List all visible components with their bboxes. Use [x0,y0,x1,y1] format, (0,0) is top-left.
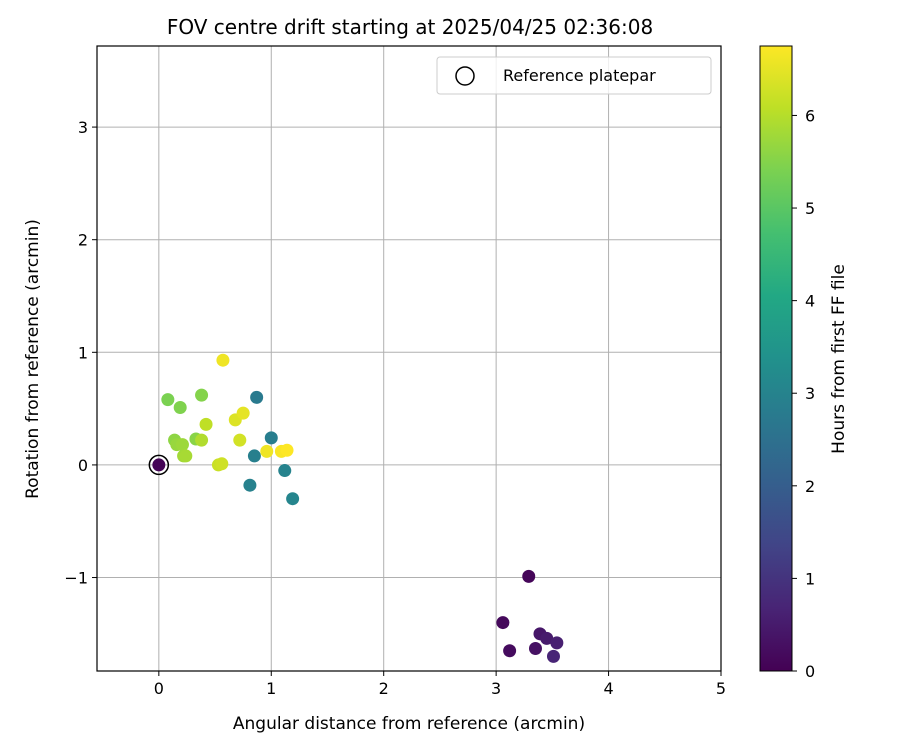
data-point-11 [247,449,261,463]
data-point-4 [528,641,542,655]
x-tick-label-2: 2 [379,679,389,698]
colorbar-tick-label-6: 6 [805,106,815,125]
data-point-14 [286,492,300,506]
x-tick-label-4: 4 [603,679,613,698]
data-point-23 [179,449,193,463]
data-point-32 [260,444,274,458]
data-point-31 [216,353,230,367]
legend-box [436,56,712,95]
y-tick-label-0: −1 [64,569,88,588]
data-point-10 [264,431,278,445]
data-point-12 [243,478,257,492]
colorbar-tick-label-3: 3 [805,384,815,403]
data-point-27 [215,457,229,471]
data-point-8 [546,649,560,663]
data-point-28 [233,433,247,447]
legend-entry-reference: Reference platepar [503,66,656,85]
x-tick-label-0: 0 [154,679,164,698]
y-axis-label: Rotation from reference (arcmin) [23,219,43,499]
y-tick-label-2: 1 [78,343,88,362]
x-axis-ticks: 0 1 2 3 4 5 [154,671,726,698]
legend: Reference platepar [436,56,712,95]
data-point-1 [522,569,536,583]
y-axis-ticks: −1 0 1 2 3 [64,118,97,588]
data-point-34 [280,443,294,457]
colorbar-tick-label-2: 2 [805,477,815,496]
colorbar-tick-label-4: 4 [805,292,815,311]
colorbar-tick-label-0: 0 [805,662,815,681]
data-point-3 [503,644,517,658]
plot-frame [96,45,722,672]
data-point-15 [161,393,175,407]
x-tick-label-5: 5 [716,679,726,698]
reference-platepar-marker [148,454,170,476]
data-point-25 [199,417,213,431]
data-point-30 [236,406,250,420]
data-point-16 [173,400,187,414]
legend-reference-symbol [455,66,475,86]
plot-area: 0 1 2 3 4 5 −1 0 1 2 3 [64,45,726,698]
scatter-points [152,353,564,663]
data-point-0 [152,458,166,472]
data-point-6 [540,631,554,645]
y-tick-label-4: 3 [78,118,88,137]
data-point-24 [195,433,209,447]
plot-background [97,46,721,671]
data-point-2 [496,616,510,630]
colorbar-gradient [760,46,792,671]
y-tick-label-1: 0 [78,456,88,475]
data-point-17 [195,388,209,402]
colorbar: 0 1 2 3 4 5 6 Hours from first FF file [759,45,849,681]
reference-marker [148,454,170,476]
colorbar-tick-label-1: 1 [805,569,815,588]
colorbar-ticks: 0 1 2 3 4 5 6 [792,106,815,681]
grid-lines [97,46,722,671]
chart-title: FOV centre drift starting at 2025/04/25 … [167,15,653,39]
colorbar-label: Hours from first FF file [829,264,849,454]
data-point-21 [175,438,189,452]
data-point-7 [550,636,564,650]
y-tick-label-3: 2 [78,231,88,250]
x-tick-label-1: 1 [266,679,276,698]
data-point-13 [278,464,292,478]
data-point-9 [250,390,264,404]
colorbar-tick-label-5: 5 [805,199,815,218]
x-axis-label: Angular distance from reference (arcmin) [233,714,585,734]
colorbar-frame [759,45,793,672]
x-tick-label-3: 3 [491,679,501,698]
